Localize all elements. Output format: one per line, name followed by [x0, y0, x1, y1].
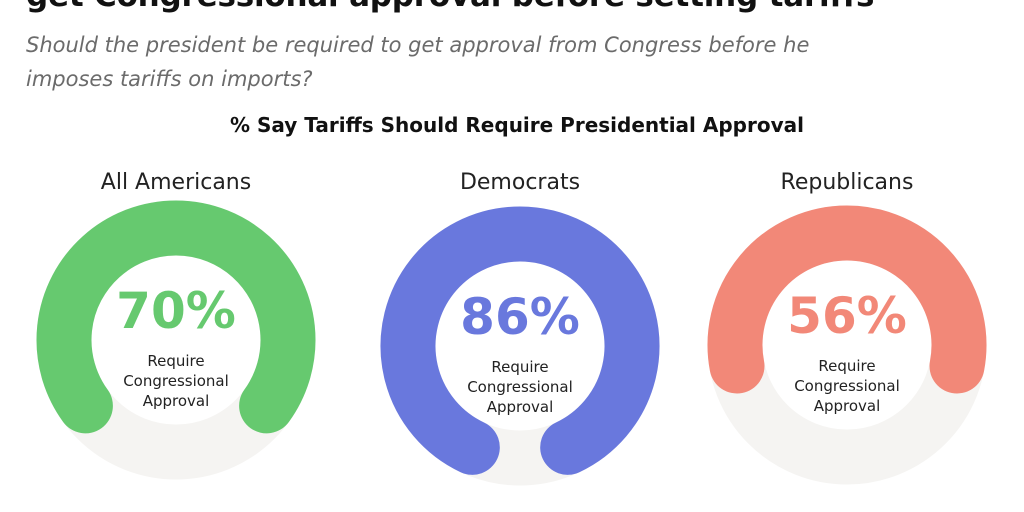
group-title: Democrats: [460, 170, 580, 195]
donut-arc: [707, 205, 987, 394]
percent-label: 86%: [460, 288, 580, 346]
center-caption-line: Require: [491, 358, 548, 376]
donut-all-americans: All Americans 70% Require Congressional Appr…: [36, 170, 316, 480]
headline: get Congressional approval before settin…: [26, 0, 874, 14]
donut-democrats: Democrats 86% Require Congressional Approval: [380, 170, 660, 486]
donut-arc: [380, 206, 660, 475]
percent-label: 70%: [116, 282, 236, 340]
center-caption-line: Require: [818, 357, 875, 375]
center-caption-line: Approval: [143, 392, 210, 410]
group-title: All Americans: [101, 170, 251, 195]
donut-charts: All Americans 70% Require Congressional Appr…: [36, 170, 987, 486]
donut-arc: [36, 200, 316, 434]
center-caption-line: Approval: [814, 397, 881, 415]
percent-label: 56%: [787, 287, 907, 345]
donut-republicans: Republicans 56% Require Congressional Approv…: [707, 170, 987, 485]
chart-title: % Say Tariffs Should Require Presidentia…: [230, 113, 804, 137]
center-caption-line: Require: [147, 352, 204, 370]
center-caption-line: Congressional: [794, 377, 900, 395]
center-caption-line: Approval: [487, 398, 554, 416]
center-caption-line: Congressional: [467, 378, 573, 396]
group-title: Republicans: [781, 170, 914, 195]
subtitle: Should the president be required to get …: [26, 33, 810, 91]
center-caption-line: Congressional: [123, 372, 229, 390]
